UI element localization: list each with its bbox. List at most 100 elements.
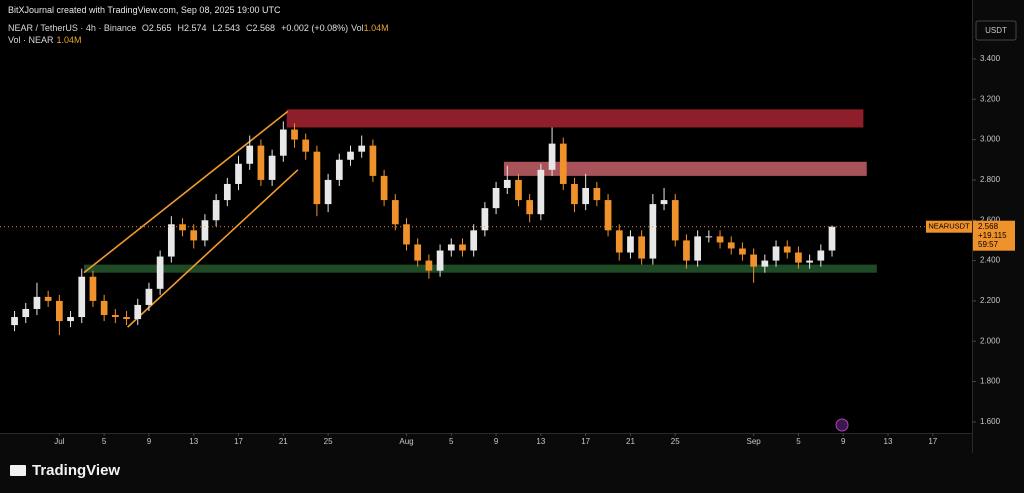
legend: NEAR / TetherUS · 4h · Binance O2.565 H2.… (8, 23, 392, 33)
candle-body (89, 276, 97, 301)
candle-body (817, 250, 825, 261)
candle (739, 242, 746, 261)
ohlc-item: L2.543 (212, 23, 243, 33)
candle-body (391, 200, 399, 225)
candle (268, 149, 276, 186)
candle (705, 230, 713, 243)
candle (167, 216, 175, 263)
candle (425, 254, 433, 279)
candle-body (22, 308, 30, 318)
candle-body (358, 145, 366, 152)
candle-body (716, 236, 724, 243)
candle-body (179, 224, 186, 231)
candle (78, 268, 86, 324)
candle-body (403, 224, 410, 245)
candle-body (683, 240, 690, 261)
candle-body (313, 151, 321, 205)
x-tick-label: 17 (928, 437, 937, 446)
candle-body (279, 129, 287, 156)
candle (526, 194, 534, 223)
x-tick-label: 17 (234, 437, 243, 446)
brand[interactable]: TradingView (10, 462, 123, 479)
candle-body (55, 300, 63, 322)
candle-body (111, 315, 119, 318)
candle-body (33, 296, 41, 309)
x-tick-label: 5 (449, 437, 454, 446)
vol-line-label: Vol · NEAR (8, 35, 54, 45)
candle-body (470, 230, 478, 251)
candle-body (369, 145, 377, 176)
candle (571, 177, 578, 213)
zone (83, 264, 877, 273)
brand-name[interactable]: TradingView (32, 462, 121, 479)
ohlc-label: O (141, 23, 149, 33)
y-tick-label: 2.000 (980, 336, 1001, 345)
candle-body (660, 200, 668, 205)
candle-body (526, 200, 534, 215)
candle (492, 181, 500, 215)
candle-body (582, 187, 590, 205)
candle-body (761, 260, 769, 267)
candle-body (223, 183, 231, 201)
candle-body (593, 187, 601, 201)
candle-body (167, 224, 175, 257)
candle (638, 230, 646, 265)
candle (414, 238, 422, 267)
x-tick-label: 9 (494, 437, 499, 446)
y-tick-label: 2.200 (980, 296, 1001, 305)
candle (380, 169, 388, 207)
candle (324, 173, 332, 213)
candle (593, 181, 601, 207)
candle (671, 194, 679, 247)
candle-body (571, 183, 578, 205)
candle-body (537, 169, 545, 215)
candle-body (436, 250, 444, 271)
candle (772, 240, 780, 267)
candle-body (627, 236, 634, 253)
symbol: NEAR / TetherUS · 4h · Binance (8, 23, 137, 33)
candle (279, 121, 287, 162)
candle-body (268, 155, 276, 180)
candle (302, 133, 310, 160)
y-tick-label: 3.200 (980, 94, 1001, 103)
candle-body (100, 300, 108, 316)
y-tick-label: 2.800 (980, 175, 1001, 184)
candle (559, 137, 567, 190)
candle (447, 238, 455, 257)
x-tick-label: 13 (884, 437, 893, 446)
candle (391, 194, 399, 231)
candle (223, 177, 231, 207)
price-change: +19.115 (978, 231, 1007, 240)
candle-body (783, 246, 791, 253)
candle-body (11, 317, 18, 326)
x-tick-label: 5 (102, 437, 107, 446)
candle (817, 244, 825, 267)
candle-body (459, 244, 466, 251)
ohlc-item: C2.568 (246, 23, 278, 33)
candle-body (235, 163, 242, 184)
credit: BitXJournal created with TradingView.com… (8, 5, 281, 15)
candle-body (615, 230, 623, 253)
ohlc-label: C (246, 23, 253, 33)
x-tick-label: 17 (581, 437, 590, 446)
candle (33, 282, 41, 316)
vol-line-value: 1.04M (56, 35, 82, 45)
candle-body (492, 187, 500, 209)
price-tag: NEARUSDT (928, 222, 970, 231)
y-tick-label: 1.800 (980, 377, 1001, 386)
ohlc-value: 2.565 (148, 23, 172, 33)
candle-body (705, 236, 713, 238)
channel-line (127, 169, 299, 328)
candle-body (828, 226, 836, 251)
candle (89, 270, 97, 307)
vol-value: 1.04M (363, 23, 389, 33)
volume-legend: Vol · NEAR 1.04M (8, 35, 85, 45)
x-tick-label: 9 (841, 437, 846, 446)
ohlc-value: 2.568 (252, 23, 276, 33)
candle-body (559, 143, 567, 184)
x-tick-label: 25 (324, 437, 333, 446)
candle-body (201, 220, 209, 241)
candle (537, 163, 545, 221)
last-price: 2.568 (978, 222, 999, 231)
candle (582, 173, 590, 211)
